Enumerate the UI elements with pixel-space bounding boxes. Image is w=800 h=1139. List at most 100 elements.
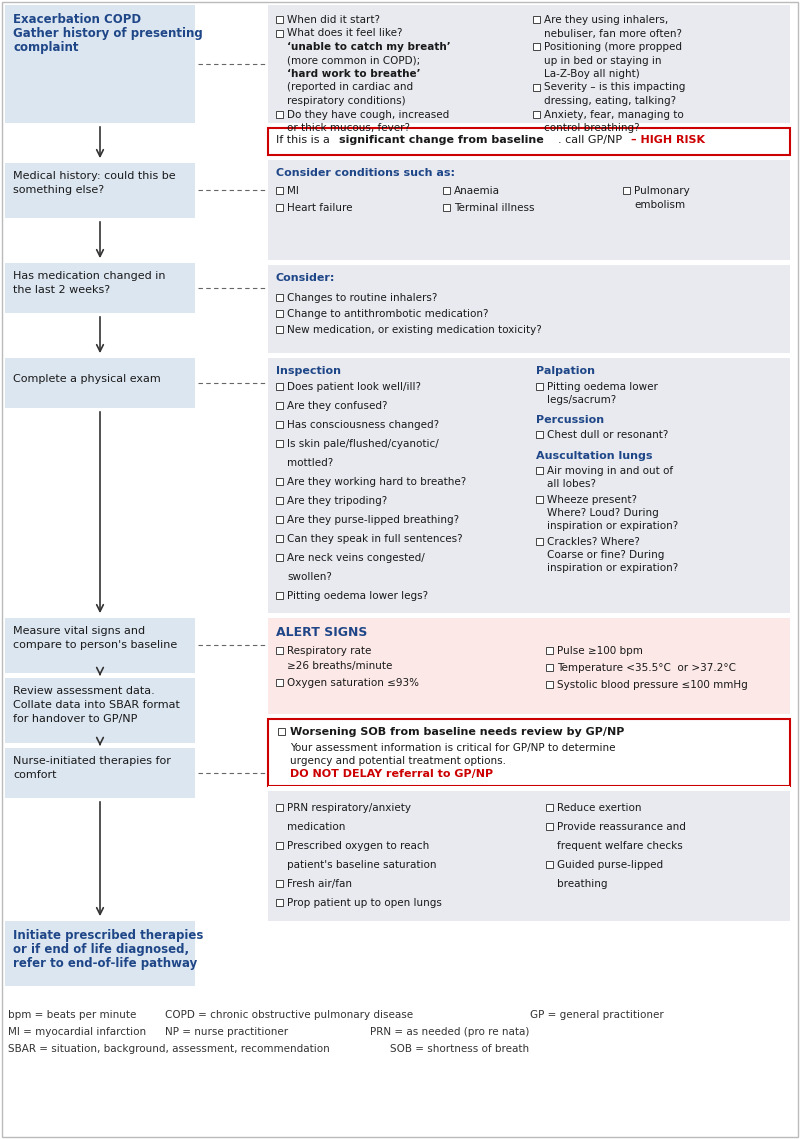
Text: Temperature <35.5°C  or >37.2°C: Temperature <35.5°C or >37.2°C [557,663,736,673]
Text: Guided purse-lipped: Guided purse-lipped [557,860,663,870]
Bar [276,440,283,446]
Text: Positioning (more propped: Positioning (more propped [544,42,682,52]
Bar [268,618,790,714]
Text: Initiate prescribed therapies: Initiate prescribed therapies [13,929,203,942]
Text: Can they speak in full sentences?: Can they speak in full sentences? [287,534,462,544]
Text: NP = nurse practitioner: NP = nurse practitioner [165,1027,288,1036]
Text: La-Z-Boy all night): La-Z-Boy all night) [544,69,640,79]
Bar [268,719,790,786]
Text: ≥26 breaths/minute: ≥26 breaths/minute [287,661,392,671]
Text: Severity – is this impacting: Severity – is this impacting [544,82,686,92]
Text: COPD = chronic obstructive pulmonary disease: COPD = chronic obstructive pulmonary dis… [165,1010,413,1021]
Text: Medical history: could this be: Medical history: could this be [13,171,176,181]
Bar [268,159,790,260]
Text: MI = myocardial infarction: MI = myocardial infarction [8,1027,146,1036]
Bar [276,535,283,542]
Text: inspiration or expiration?: inspiration or expiration? [547,521,678,531]
Bar [276,204,283,211]
Bar [276,592,283,599]
Text: Auscultation lungs: Auscultation lungs [536,451,653,461]
Text: frequent welfare checks: frequent welfare checks [557,841,682,851]
Bar [268,260,790,265]
Text: Your assessment information is critical for GP/NP to determine: Your assessment information is critical … [290,743,615,753]
Text: Do they have cough, increased: Do they have cough, increased [287,109,450,120]
Bar [276,679,283,686]
Text: Pulmonary: Pulmonary [634,186,690,196]
Text: PRN respiratory/anxiety: PRN respiratory/anxiety [287,803,411,813]
Text: Systolic blood pressure ≤100 mmHg: Systolic blood pressure ≤100 mmHg [557,680,748,690]
Text: something else?: something else? [13,185,104,195]
Text: SOB = shortness of breath: SOB = shortness of breath [390,1044,529,1054]
Bar [5,748,195,798]
Text: Anaemia: Anaemia [454,186,500,196]
Text: If this is a: If this is a [276,136,334,145]
Bar [268,358,790,613]
Bar [276,647,283,654]
Text: the last 2 weeks?: the last 2 weeks? [13,285,110,295]
Text: Prop patient up to open lungs: Prop patient up to open lungs [287,898,442,908]
Text: Change to antithrombotic medication?: Change to antithrombotic medication? [287,309,489,319]
Bar [5,358,195,408]
Text: DO NOT DELAY referral to GP/NP: DO NOT DELAY referral to GP/NP [290,769,493,779]
Text: Chest dull or resonant?: Chest dull or resonant? [547,431,668,440]
Bar [546,823,553,830]
Text: or thick mucous, fever?: or thick mucous, fever? [287,123,410,133]
Text: (more common in COPD);: (more common in COPD); [287,56,420,66]
Bar [276,310,283,317]
Bar [276,421,283,428]
Text: Are they confused?: Are they confused? [287,401,387,411]
Bar [276,110,283,117]
Bar [533,110,540,117]
Text: Provide reassurance and: Provide reassurance and [557,822,686,831]
Bar [276,402,283,409]
Text: – HIGH RISK: – HIGH RISK [631,136,705,145]
Text: Coarse or fine? During: Coarse or fine? During [547,550,664,560]
Text: . call GP/NP: . call GP/NP [558,136,626,145]
Text: Consider conditions such as:: Consider conditions such as: [276,167,455,178]
Bar [276,30,283,36]
Text: dressing, eating, talking?: dressing, eating, talking? [544,96,676,106]
Bar [5,678,195,743]
Bar [623,187,630,194]
Text: refer to end-of-life pathway: refer to end-of-life pathway [13,957,198,970]
Bar [268,128,790,155]
Bar [268,353,790,358]
Text: Heart failure: Heart failure [287,203,353,213]
Text: Are they using inhalers,: Are they using inhalers, [544,15,668,25]
Bar [276,516,283,523]
Text: Fresh air/fan: Fresh air/fan [287,879,352,890]
Bar [276,16,283,23]
Text: SBAR = situation, background, assessment, recommendation: SBAR = situation, background, assessment… [8,1044,330,1054]
Text: GP = general practitioner: GP = general practitioner [530,1010,664,1021]
Text: When did it start?: When did it start? [287,15,380,25]
Bar [533,83,540,90]
Text: Are they working hard to breathe?: Are they working hard to breathe? [287,477,466,487]
Bar [536,538,543,544]
Bar [268,5,790,123]
Text: Palpation: Palpation [536,366,595,376]
Bar [5,618,195,673]
Text: legs/sacrum?: legs/sacrum? [547,395,616,405]
Text: Pitting oedema lower: Pitting oedema lower [547,382,658,392]
Bar [268,786,790,790]
Bar [276,187,283,194]
Text: comfort: comfort [13,770,57,780]
Text: Does patient look well/ill?: Does patient look well/ill? [287,382,421,392]
Bar [5,5,195,123]
Bar [268,790,790,921]
Text: bpm = beats per minute: bpm = beats per minute [8,1010,136,1021]
Bar [536,431,543,439]
Bar [268,613,790,618]
Text: ‘hard work to breathe’: ‘hard work to breathe’ [287,69,421,79]
Text: What does it feel like?: What does it feel like? [287,28,402,39]
Text: Worsening SOB from baseline needs review by GP/NP: Worsening SOB from baseline needs review… [290,727,624,737]
Text: Pitting oedema lower legs?: Pitting oedema lower legs? [287,591,428,601]
Text: Review assessment data.: Review assessment data. [13,686,154,696]
Text: embolism: embolism [634,200,685,210]
Bar [276,326,283,333]
Text: New medication, or existing medication toxicity?: New medication, or existing medication t… [287,325,542,335]
Bar [276,842,283,849]
Bar [276,804,283,811]
Bar [536,383,543,390]
Bar [536,495,543,503]
